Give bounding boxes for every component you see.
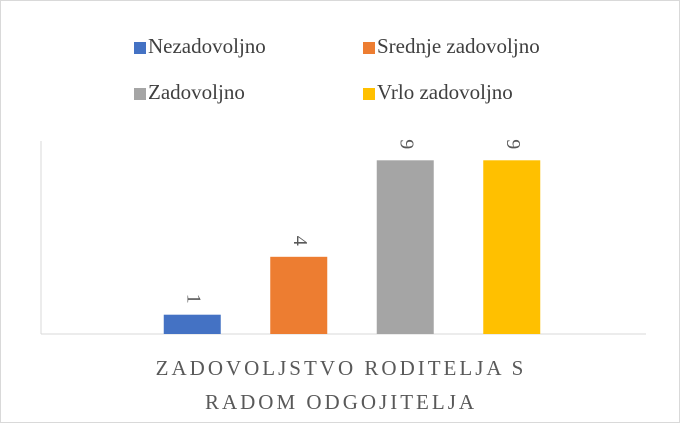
legend-label: Zadovoljno [148,80,245,104]
bar [483,160,541,334]
legend-label: Nezadovoljno [148,34,266,58]
bar [270,256,328,334]
bar [376,160,434,334]
legend-swatch [134,42,146,54]
data-label: 9 [396,139,418,149]
legend-swatch [134,88,146,100]
legend-label: Srednje zadovoljno [377,34,540,58]
category-label: ZADOVOLJSTVO RODITELJA S RADOM ODGOJITEL… [155,356,527,414]
data-label: 4 [289,236,311,246]
data-label: 1 [183,294,205,304]
bar [163,314,221,334]
legend-swatch [363,42,375,54]
legend-swatch [363,88,375,100]
legend-label: Vrlo zadovoljno [377,80,513,104]
data-label: 9 [502,139,524,149]
